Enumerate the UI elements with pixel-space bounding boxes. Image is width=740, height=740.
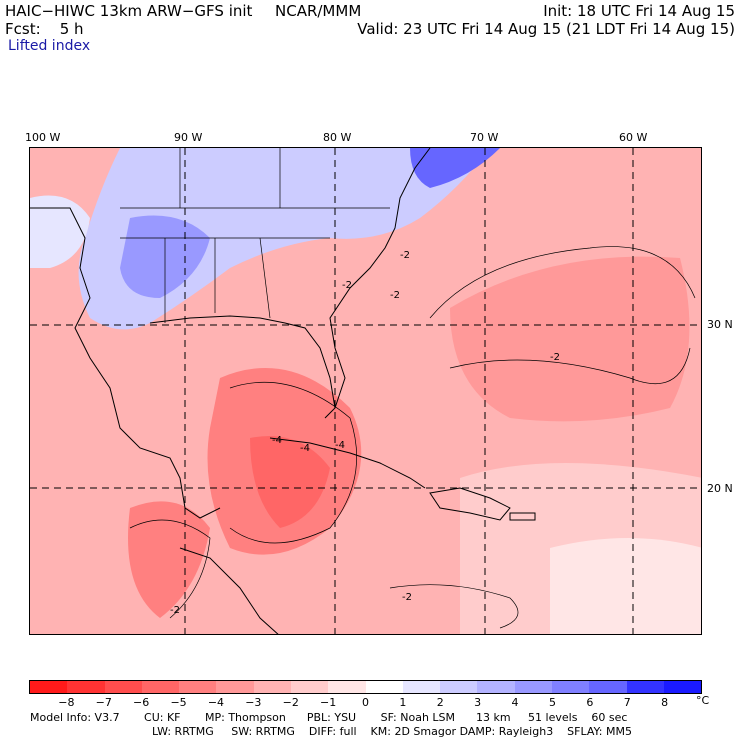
contour-line-3 — [229, 382, 358, 544]
field-unstable-core — [250, 436, 330, 528]
colorbar-swatch — [626, 681, 664, 693]
coastline-hispaniola — [429, 487, 511, 521]
colorbar-label: 0 — [362, 696, 369, 709]
colorbar — [29, 680, 702, 694]
colorbar-label: −5 — [170, 696, 187, 709]
valid-time: Valid: 23 UTC Fri 14 Aug 15 (21 LDT Fri … — [357, 20, 735, 38]
graticule — [30, 148, 701, 634]
init-time: Init: 18 UTC Fri 14 Aug 15 — [543, 2, 735, 20]
lon-label-90w: 90 W — [174, 131, 203, 144]
colorbar-label: 3 — [474, 696, 482, 709]
contour-label: -2 — [402, 592, 412, 603]
field-unstable-central-america — [128, 501, 210, 618]
colorbar-label: 1 — [399, 696, 407, 709]
border-line-5 — [259, 237, 271, 319]
colorbar-swatch — [104, 681, 142, 693]
lat-label-20n: 20 N — [707, 482, 733, 495]
colorbar-swatch — [67, 681, 105, 693]
contour-lines — [129, 246, 696, 629]
field-region-southeast — [550, 538, 701, 634]
lon-label-60w: 60 W — [619, 131, 648, 144]
contour-label: -2 — [390, 290, 400, 301]
contour-label: -2 — [400, 250, 410, 261]
contour-label: -2 — [342, 280, 352, 291]
field-unstable-atlantic — [450, 256, 690, 422]
coastline-central-america — [179, 547, 279, 634]
contour-label-group: -2 -2 -2 -2 -4 -4 -4 -2 -2 — [170, 250, 560, 616]
colorbar-label: −1 — [320, 696, 337, 709]
colorbar-swatch — [551, 681, 590, 693]
field-stable-west — [30, 195, 90, 268]
map-canvas: -2 -2 -2 -2 -4 -4 -4 -2 -2 — [30, 148, 701, 634]
colorbar-swatch — [514, 681, 552, 693]
colorbar-label: 5 — [548, 696, 556, 709]
colorbar-swatch — [440, 681, 478, 693]
colorbar-label: 2 — [436, 696, 444, 709]
colorbar-label: −7 — [95, 696, 112, 709]
model-info-line-1: Model Info: V3.7 CU: KF MP: Thompson PBL… — [30, 711, 628, 724]
lon-label-80w: 80 W — [323, 131, 352, 144]
contour-label: -2 — [170, 605, 180, 616]
contour-line-5 — [389, 584, 519, 629]
coastlines — [30, 148, 536, 634]
colorbar-label: 6 — [586, 696, 594, 709]
colorbar-label: −4 — [207, 696, 225, 709]
contour-line-4 — [129, 519, 211, 619]
model-title: HAIC−HIWC 13km ARW−GFS init — [5, 2, 253, 20]
coastline-gulf-west — [30, 207, 221, 519]
contour-label: -4 — [272, 435, 282, 446]
colorbar-swatch — [365, 681, 403, 693]
organization-label: NCAR/MMM — [275, 2, 362, 20]
colorbar-label: −8 — [58, 696, 75, 709]
colorbar-swatch — [253, 681, 291, 693]
colorbar-swatch — [477, 681, 515, 693]
lon-label-70w: 70 W — [470, 131, 499, 144]
contour-line-2 — [449, 347, 691, 385]
colorbar-label: −6 — [133, 696, 150, 709]
colorbar-swatch — [402, 681, 441, 693]
coastline-cuba — [269, 437, 426, 489]
contour-label: -2 — [550, 352, 560, 363]
colorbar-swatch — [216, 681, 254, 693]
colorbar-swatch — [290, 681, 329, 693]
colorbar-swatch — [328, 681, 366, 693]
colorbar-swatch — [663, 681, 702, 693]
lon-label-100w: 100 W — [25, 131, 61, 144]
colorbar-label: −3 — [245, 696, 262, 709]
coastline-east-us — [329, 148, 431, 409]
contour-label: -4 — [300, 443, 310, 454]
colorbar-swatch — [179, 681, 217, 693]
colorbar-swatch — [589, 681, 627, 693]
coastline-puerto-rico — [509, 512, 536, 521]
political-borders — [120, 148, 390, 323]
field-name: Lifted index — [8, 38, 91, 54]
colorbar-swatch — [30, 681, 68, 693]
colorbar-swatch — [141, 681, 180, 693]
model-info-line-2: LW: RRTMG SW: RRTMG DIFF: full KM: 2D Sm… — [152, 725, 632, 738]
lat-label-30n: 30 N — [707, 318, 733, 331]
colorbar-label: −2 — [282, 696, 299, 709]
colorbar-label: 4 — [511, 696, 519, 709]
colorbar-unit: °C — [696, 694, 710, 707]
colorbar-label: 8 — [661, 696, 669, 709]
contour-label: -4 — [335, 440, 345, 451]
lifted-index-map: -2 -2 -2 -2 -4 -4 -4 -2 -2 — [29, 147, 702, 635]
contour-line-1 — [429, 246, 696, 319]
forecast-hour: Fcst: 5 h — [5, 20, 84, 38]
field-stable-core-2 — [410, 148, 500, 188]
colorbar-label: 7 — [623, 696, 631, 709]
